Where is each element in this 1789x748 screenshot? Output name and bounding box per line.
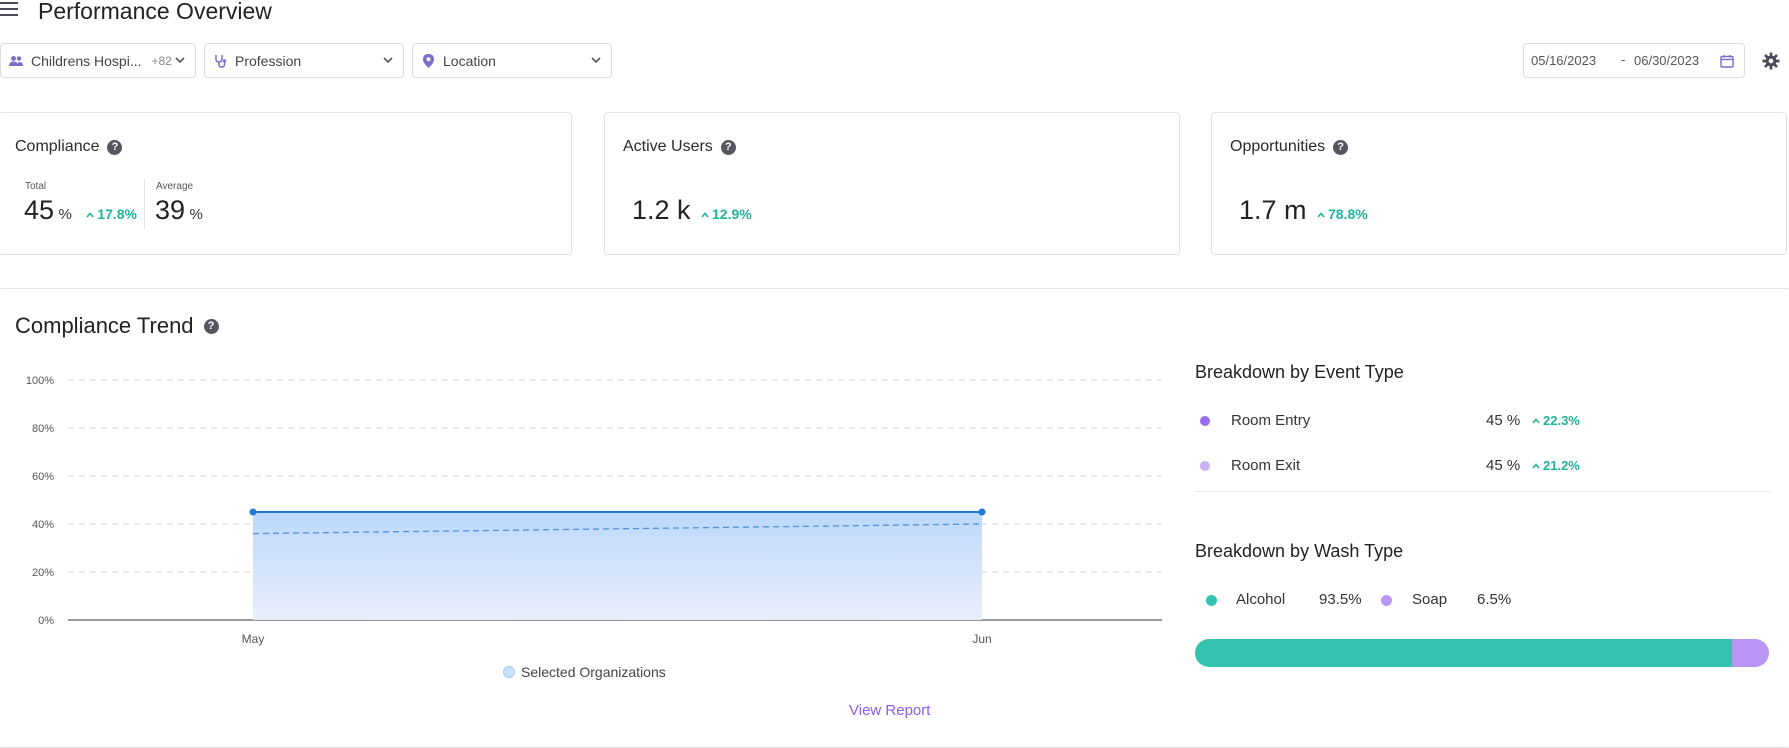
help-icon[interactable]: ? — [1333, 139, 1349, 155]
alcohol-value: 93.5% — [1319, 591, 1362, 608]
map-pin-icon — [421, 53, 435, 68]
soap-label: Soap — [1412, 591, 1448, 608]
y-tick-label: 80% — [32, 423, 54, 435]
wash-breakdown-title: Breakdown by Wash Type — [1195, 541, 1404, 561]
alcohol-dot — [1206, 595, 1217, 606]
series-area — [253, 512, 982, 620]
opportunities-delta-value: 78.8% — [1327, 206, 1368, 222]
room-entry-label: Room Entry — [1231, 412, 1311, 429]
trend-title: Compliance Trend — [15, 313, 194, 338]
legend-label: Selected Organizations — [521, 664, 666, 680]
room-entry-delta-value: 22.3% — [1543, 413, 1580, 428]
compliance-trend-chart: 0% 20% 40% 60% 80% 100% May Jun — [26, 375, 1162, 646]
card-title: Opportunities — [1230, 138, 1326, 155]
active-users-card: Active Users ? 1.2 k 12.9% — [604, 112, 1180, 255]
opportunities-value: 1.7 m — [1239, 195, 1307, 225]
soap-bar-segment — [1731, 639, 1769, 667]
date-end[interactable]: 06/30/2023 — [1634, 53, 1700, 68]
menu-icon[interactable] — [0, 2, 18, 18]
active-users-delta-value: 12.9% — [712, 206, 752, 222]
total-value: 45 — [24, 195, 55, 225]
stat-divider — [144, 179, 145, 229]
total-unit: % — [58, 206, 72, 223]
stethoscope-icon — [213, 54, 227, 68]
card-title: Active Users — [623, 138, 713, 155]
section-divider — [1195, 491, 1770, 492]
help-icon[interactable]: ? — [107, 139, 123, 155]
room-exit-delta-value: 21.2% — [1543, 458, 1580, 473]
y-tick-label: 40% — [32, 519, 54, 531]
caret-up-icon — [1317, 212, 1325, 218]
room-entry-dot — [1200, 416, 1210, 426]
series-point — [978, 508, 986, 516]
opportunities-delta: 78.8% — [1317, 206, 1368, 222]
y-tick-label: 60% — [32, 471, 54, 483]
profession-filter-label: Profession — [235, 52, 302, 69]
average-unit: % — [189, 206, 203, 223]
caret-up-icon — [1532, 418, 1540, 424]
chevron-down-icon — [175, 57, 185, 64]
location-filter-label: Location — [443, 52, 496, 69]
room-exit-label: Room Exit — [1231, 457, 1301, 474]
calendar-icon[interactable] — [1720, 54, 1734, 68]
room-exit-value: 45 % — [1486, 457, 1521, 474]
dashed-series-line — [252, 523, 983, 535]
y-tick-label: 100% — [26, 375, 54, 387]
total-label: Total — [25, 181, 47, 192]
alcohol-label: Alcohol — [1236, 591, 1286, 608]
compliance-card: Compliance ? Total 45 % 17.8% Average 39… — [0, 112, 572, 255]
caret-up-icon — [1532, 463, 1540, 469]
room-exit-delta: 21.2% — [1532, 458, 1580, 473]
users-icon — [9, 54, 23, 68]
gear-icon[interactable] — [1762, 52, 1780, 70]
legend-swatch — [503, 666, 515, 678]
date-separator: - — [1621, 52, 1626, 67]
soap-dot — [1381, 595, 1392, 606]
room-exit-dot — [1200, 461, 1210, 471]
help-icon[interactable]: ? — [203, 318, 219, 334]
help-icon[interactable]: ? — [720, 139, 736, 155]
active-users-value: 1.2 k — [632, 195, 691, 225]
card-title: Compliance — [15, 138, 100, 155]
organization-count-badge: +82 — [151, 53, 172, 68]
average-label: Average — [156, 181, 194, 192]
total-delta-value: 17.8% — [97, 206, 137, 222]
caret-up-icon — [701, 212, 709, 218]
chart-legend[interactable]: Selected Organizations — [503, 664, 666, 680]
location-filter[interactable]: Location — [412, 43, 612, 78]
y-tick-label: 0% — [38, 615, 54, 627]
profession-filter[interactable]: Profession — [204, 43, 404, 78]
room-entry-delta: 22.3% — [1532, 413, 1580, 428]
date-range-picker[interactable]: 05/16/2023 - 06/30/2023 — [1523, 43, 1745, 78]
x-tick-label: May — [242, 632, 265, 646]
total-delta: 17.8% — [86, 206, 137, 222]
soap-value: 6.5% — [1477, 591, 1512, 608]
organization-filter[interactable]: Childrens Hospi... +82 — [0, 43, 196, 78]
wash-legend: Alcohol 93.5% Soap 6.5% — [1195, 590, 1770, 614]
opportunities-card: Opportunities ? 1.7 m 78.8% — [1211, 112, 1787, 255]
caret-up-icon — [86, 212, 94, 218]
y-tick-label: 20% — [32, 567, 54, 579]
alcohol-bar-segment — [1195, 639, 1732, 667]
organization-filter-label: Childrens Hospi... — [31, 52, 142, 69]
wash-type-bar — [1195, 639, 1769, 667]
page-title: Performance Overview — [38, 0, 272, 24]
view-report-link[interactable]: View Report — [849, 702, 931, 719]
series-point — [249, 508, 257, 516]
x-tick-label: Jun — [972, 632, 991, 646]
event-breakdown-title: Breakdown by Event Type — [1195, 362, 1404, 382]
date-start[interactable]: 05/16/2023 — [1531, 53, 1597, 68]
chevron-down-icon — [591, 57, 601, 64]
chevron-down-icon — [383, 57, 393, 64]
average-value: 39 — [155, 195, 186, 225]
room-entry-value: 45 % — [1486, 412, 1521, 429]
active-users-delta: 12.9% — [701, 206, 752, 222]
